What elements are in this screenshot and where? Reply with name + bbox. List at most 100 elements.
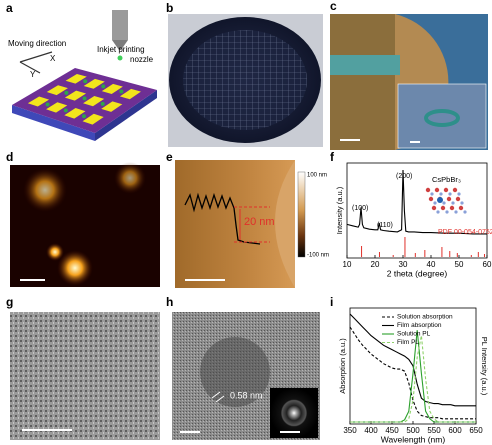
legend-label: Film PL [397,339,419,346]
atom [443,187,449,193]
label: X [50,54,56,63]
electrode-pad [101,101,123,112]
x-tick-label: 50 [455,260,464,269]
atom [437,197,443,203]
series-line [349,313,476,407]
electrode-pad [27,96,50,107]
perovskite-dot [64,90,69,95]
film [330,14,395,150]
series-line [346,169,487,235]
atom [439,192,443,196]
label: nozzle [130,55,154,64]
series-line [350,335,476,423]
x-tick-label: 600 [448,426,462,435]
x-axis-title: Wavelength (nm) [381,434,446,444]
panel-b [168,14,323,147]
atom [436,210,440,214]
panel-c [330,14,488,150]
y2-axis-title: PL Intensity (a.u.) [480,337,489,396]
x-tick-label: 350 [343,426,357,435]
legend-label: Solution PL [397,331,431,338]
colorbar-label: -100 nm [307,253,329,259]
atom [449,205,455,211]
electrode-pad [119,88,141,100]
emission [46,243,64,261]
wafer-pattern [183,30,307,130]
colorbar [297,171,306,258]
emission [23,168,67,212]
panel-label: h [166,295,173,309]
panel-label: i [330,295,333,309]
legend-label: Film absorption [397,322,442,329]
electrode-pad [46,85,68,96]
perovskite-dot [83,79,88,84]
atom [457,192,461,196]
atom [434,187,440,193]
atom [454,210,458,214]
label: Y [30,70,36,79]
electrode-pad [46,102,68,113]
annotation: 20 nm [244,216,275,228]
peak-label: (100) [352,205,368,212]
perovskite-dot [101,84,106,89]
panel-label: a [6,1,13,15]
atom [458,205,464,211]
nozzle [112,10,128,40]
electrode-pad [64,108,86,119]
x-tick-label: 60 [483,260,492,269]
panel-label: d [6,150,13,164]
nanocrystal [200,337,270,407]
electrode-pad [82,113,104,125]
perovskite-dot [45,102,50,107]
atom [448,192,452,196]
electrode-pad [83,78,105,89]
inset [397,83,487,149]
panel-h: 0.58 nm [172,312,320,440]
label: Inkjet printing [97,45,145,54]
panel-d [10,162,160,287]
droplet [117,55,123,61]
electrode-pad [64,90,87,101]
electrode-pad [83,95,105,107]
panel-g [10,312,160,440]
atom [428,196,434,202]
arrow [19,61,41,74]
legend-label: Solution absorption [397,314,453,321]
marker [211,391,221,399]
x-axis-title: 2 theta (degree) [387,268,448,278]
diffraction-inset [270,388,318,438]
panel-label: b [166,1,173,15]
plot-frame [346,162,488,259]
compound-label: CsPbBr₃ [432,175,461,184]
x-tick-label: 500 [406,426,420,435]
perovskite-dot [82,96,87,101]
nozzle-tip [112,40,128,50]
electrode-pad [101,83,123,94]
panel-label: f [330,150,335,164]
marker [215,395,225,403]
x-tick-label: 450 [385,426,399,435]
perovskite-dot [119,89,124,94]
panel-label: c [330,0,337,13]
emission [114,162,146,194]
afm-edge [275,160,295,288]
substrate [12,68,157,133]
y-axis-title: Intensity (a.u.) [335,186,344,234]
panel-label: e [166,150,173,164]
panel-a: Moving direction X Y Inkjet printing noz… [8,10,157,141]
perovskite-dot [63,108,68,113]
perovskite-dot [100,101,105,106]
inset-ring [424,109,460,127]
atom [442,201,446,205]
x-tick-label: 30 [399,260,408,269]
atom [460,201,464,205]
x-tick-label: 10 [343,260,352,269]
substrate-side [95,90,157,141]
atom [425,187,431,193]
atom [430,192,434,196]
y-axis-title: Absorption (a.u.) [338,338,347,394]
reference-label: PDF 00-054-0752 [438,229,492,236]
electrode [330,55,400,75]
atom [446,196,452,202]
